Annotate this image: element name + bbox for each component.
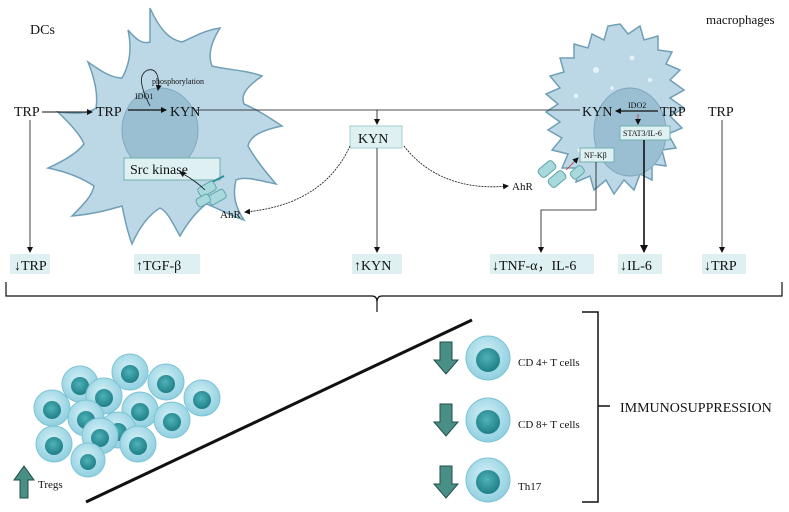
lymphocyte [153, 401, 191, 439]
dcs-label: DCs [30, 23, 55, 38]
effect-1-label: ↓TRP [14, 259, 47, 274]
dendritic-cell [45, 7, 284, 246]
lymphocyte [119, 425, 157, 463]
phosphorylation-label: phosphorylation [152, 77, 204, 86]
arrow-nfkb-down [538, 162, 597, 253]
arrow-kyn-to-dc-ahr [244, 145, 351, 215]
tcell-label-th17: Th17 [518, 481, 542, 493]
arrow-kyn-to-mac-ahr [403, 145, 509, 190]
effect-box [10, 254, 50, 274]
lymphocyte-nucleus [476, 348, 500, 372]
down-arrow-icon [432, 341, 460, 375]
tregs-up-arrow [13, 465, 35, 499]
down-arrow-icon [432, 403, 460, 437]
effect-2-label: ↑TGF-β [136, 259, 181, 274]
center-kyn-box [349, 125, 403, 149]
lymphocyte-nucleus [476, 410, 500, 434]
arrow-ahr-to-nfkb [565, 157, 579, 171]
treg-cluster [33, 353, 221, 478]
src-kinase-label: Src kinase [130, 163, 188, 178]
dc-kyn: KYN [170, 105, 200, 120]
mac-ido2-label: IDO2 [628, 101, 646, 110]
mac-ahr-receptor [537, 160, 585, 188]
effect-box [490, 254, 594, 274]
dc-trp-inside: TRP [96, 105, 122, 120]
lymphocyte [147, 363, 185, 401]
lymphocyte [35, 425, 73, 463]
dc-ahr-receptor [195, 175, 227, 208]
arrow-ahr-to-src [179, 171, 206, 191]
effects-row: ↓TRP ↑TGF-β ↑KYN ↓TNF-α，IL-6 ↓IL-6 ↓TRP [10, 254, 746, 274]
src-kinase-box [123, 157, 221, 181]
tcell-bracket [582, 311, 610, 503]
stat3-label: STAT3/IL-6 [623, 129, 662, 138]
stat3-box [619, 125, 671, 141]
effect-6-label: ↓TRP [704, 259, 737, 274]
lymphocyte [111, 353, 149, 391]
center-kyn: KYN [358, 132, 388, 147]
effect-box [134, 254, 200, 274]
mac-ahr-label: AhR [512, 181, 533, 193]
lymphocyte-nucleus [476, 470, 500, 494]
tcell-label-cd8: CD 8+ T cells [518, 419, 580, 431]
tcell-row-cd4: CD 4+ T cells [432, 335, 580, 381]
tregs-label: Tregs [38, 479, 63, 491]
arrow-phosphorylation [141, 69, 162, 107]
effects-brace [5, 282, 783, 312]
mac-trp-outside: TRP [708, 105, 734, 120]
tcell-row-th17: Th17 [432, 457, 542, 503]
dc-ahr-label: AhR [220, 209, 241, 221]
effect-4-label: ↓TNF-α，IL-6 [492, 259, 576, 274]
outcome-label: IMMUNOSUPPRESSION [620, 401, 772, 416]
effect-5-label: ↓IL-6 [620, 259, 652, 274]
effect-box [618, 254, 662, 274]
diagonal-divider [85, 318, 473, 504]
lymphocyte [33, 389, 71, 427]
dc-ido1-label: IDO1 [135, 92, 153, 101]
nfkb-box [579, 147, 615, 163]
tcell-label-cd4: CD 4+ T cells [518, 357, 580, 369]
dc-trp-outside: TRP [14, 105, 40, 120]
mac-kyn: KYN [582, 105, 612, 120]
tcell-row-cd8: CD 8+ T cells [432, 397, 580, 443]
mac-trp-inside: TRP [660, 105, 686, 120]
effect-3-label: ↑KYN [354, 259, 391, 274]
macrophages-label: macrophages [706, 12, 775, 27]
lymphocyte [183, 379, 221, 417]
effect-box [352, 254, 402, 274]
nfkb-label: NF-Kβ [584, 151, 607, 160]
down-arrow-icon [432, 465, 460, 499]
effect-box [702, 254, 746, 274]
lymphocyte [70, 442, 106, 478]
